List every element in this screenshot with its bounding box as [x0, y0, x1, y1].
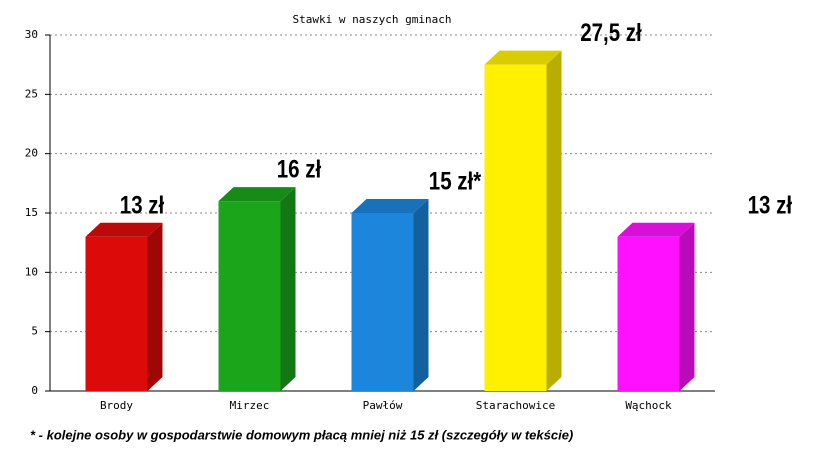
- y-tick-label: 0: [31, 384, 38, 397]
- value-label: 27,5 zł: [580, 18, 642, 46]
- x-tick-label: Pawłów: [363, 399, 403, 412]
- bar-side: [413, 199, 429, 391]
- bar-top: [351, 199, 429, 213]
- bar-side: [546, 50, 562, 392]
- value-label: 15 zł*: [429, 167, 482, 195]
- bar-top: [85, 222, 163, 237]
- x-tick-label: Brody: [100, 399, 133, 412]
- x-tick-label: Starachowice: [476, 399, 555, 412]
- value-label: 13 zł: [748, 190, 793, 218]
- bar-side: [679, 222, 695, 391]
- y-tick-label: 30: [25, 28, 38, 41]
- bar-top: [617, 222, 695, 237]
- value-label: 16 zł: [277, 155, 322, 183]
- value-label: 13 zł: [120, 190, 165, 218]
- chart-title: Stawki w naszych gminach: [293, 13, 452, 26]
- footnote: * - kolejne osoby w gospodarstwie domowy…: [30, 427, 573, 442]
- x-tick-label: Wąchock: [625, 399, 672, 412]
- x-tick-label: Mirzec: [230, 399, 270, 412]
- y-tick-label: 5: [31, 325, 38, 338]
- y-tick-label: 20: [25, 147, 38, 160]
- bar: [617, 236, 680, 391]
- bar: [484, 64, 547, 392]
- y-tick-label: 25: [25, 87, 38, 100]
- bar: [351, 213, 414, 391]
- y-tick-label: 15: [25, 206, 38, 219]
- bar: [218, 201, 281, 391]
- bar-top: [218, 187, 296, 202]
- bar-top: [484, 50, 562, 65]
- bar: [85, 236, 148, 391]
- bar-side: [147, 222, 163, 391]
- y-tick-label: 10: [25, 265, 38, 278]
- bar-side: [280, 187, 296, 391]
